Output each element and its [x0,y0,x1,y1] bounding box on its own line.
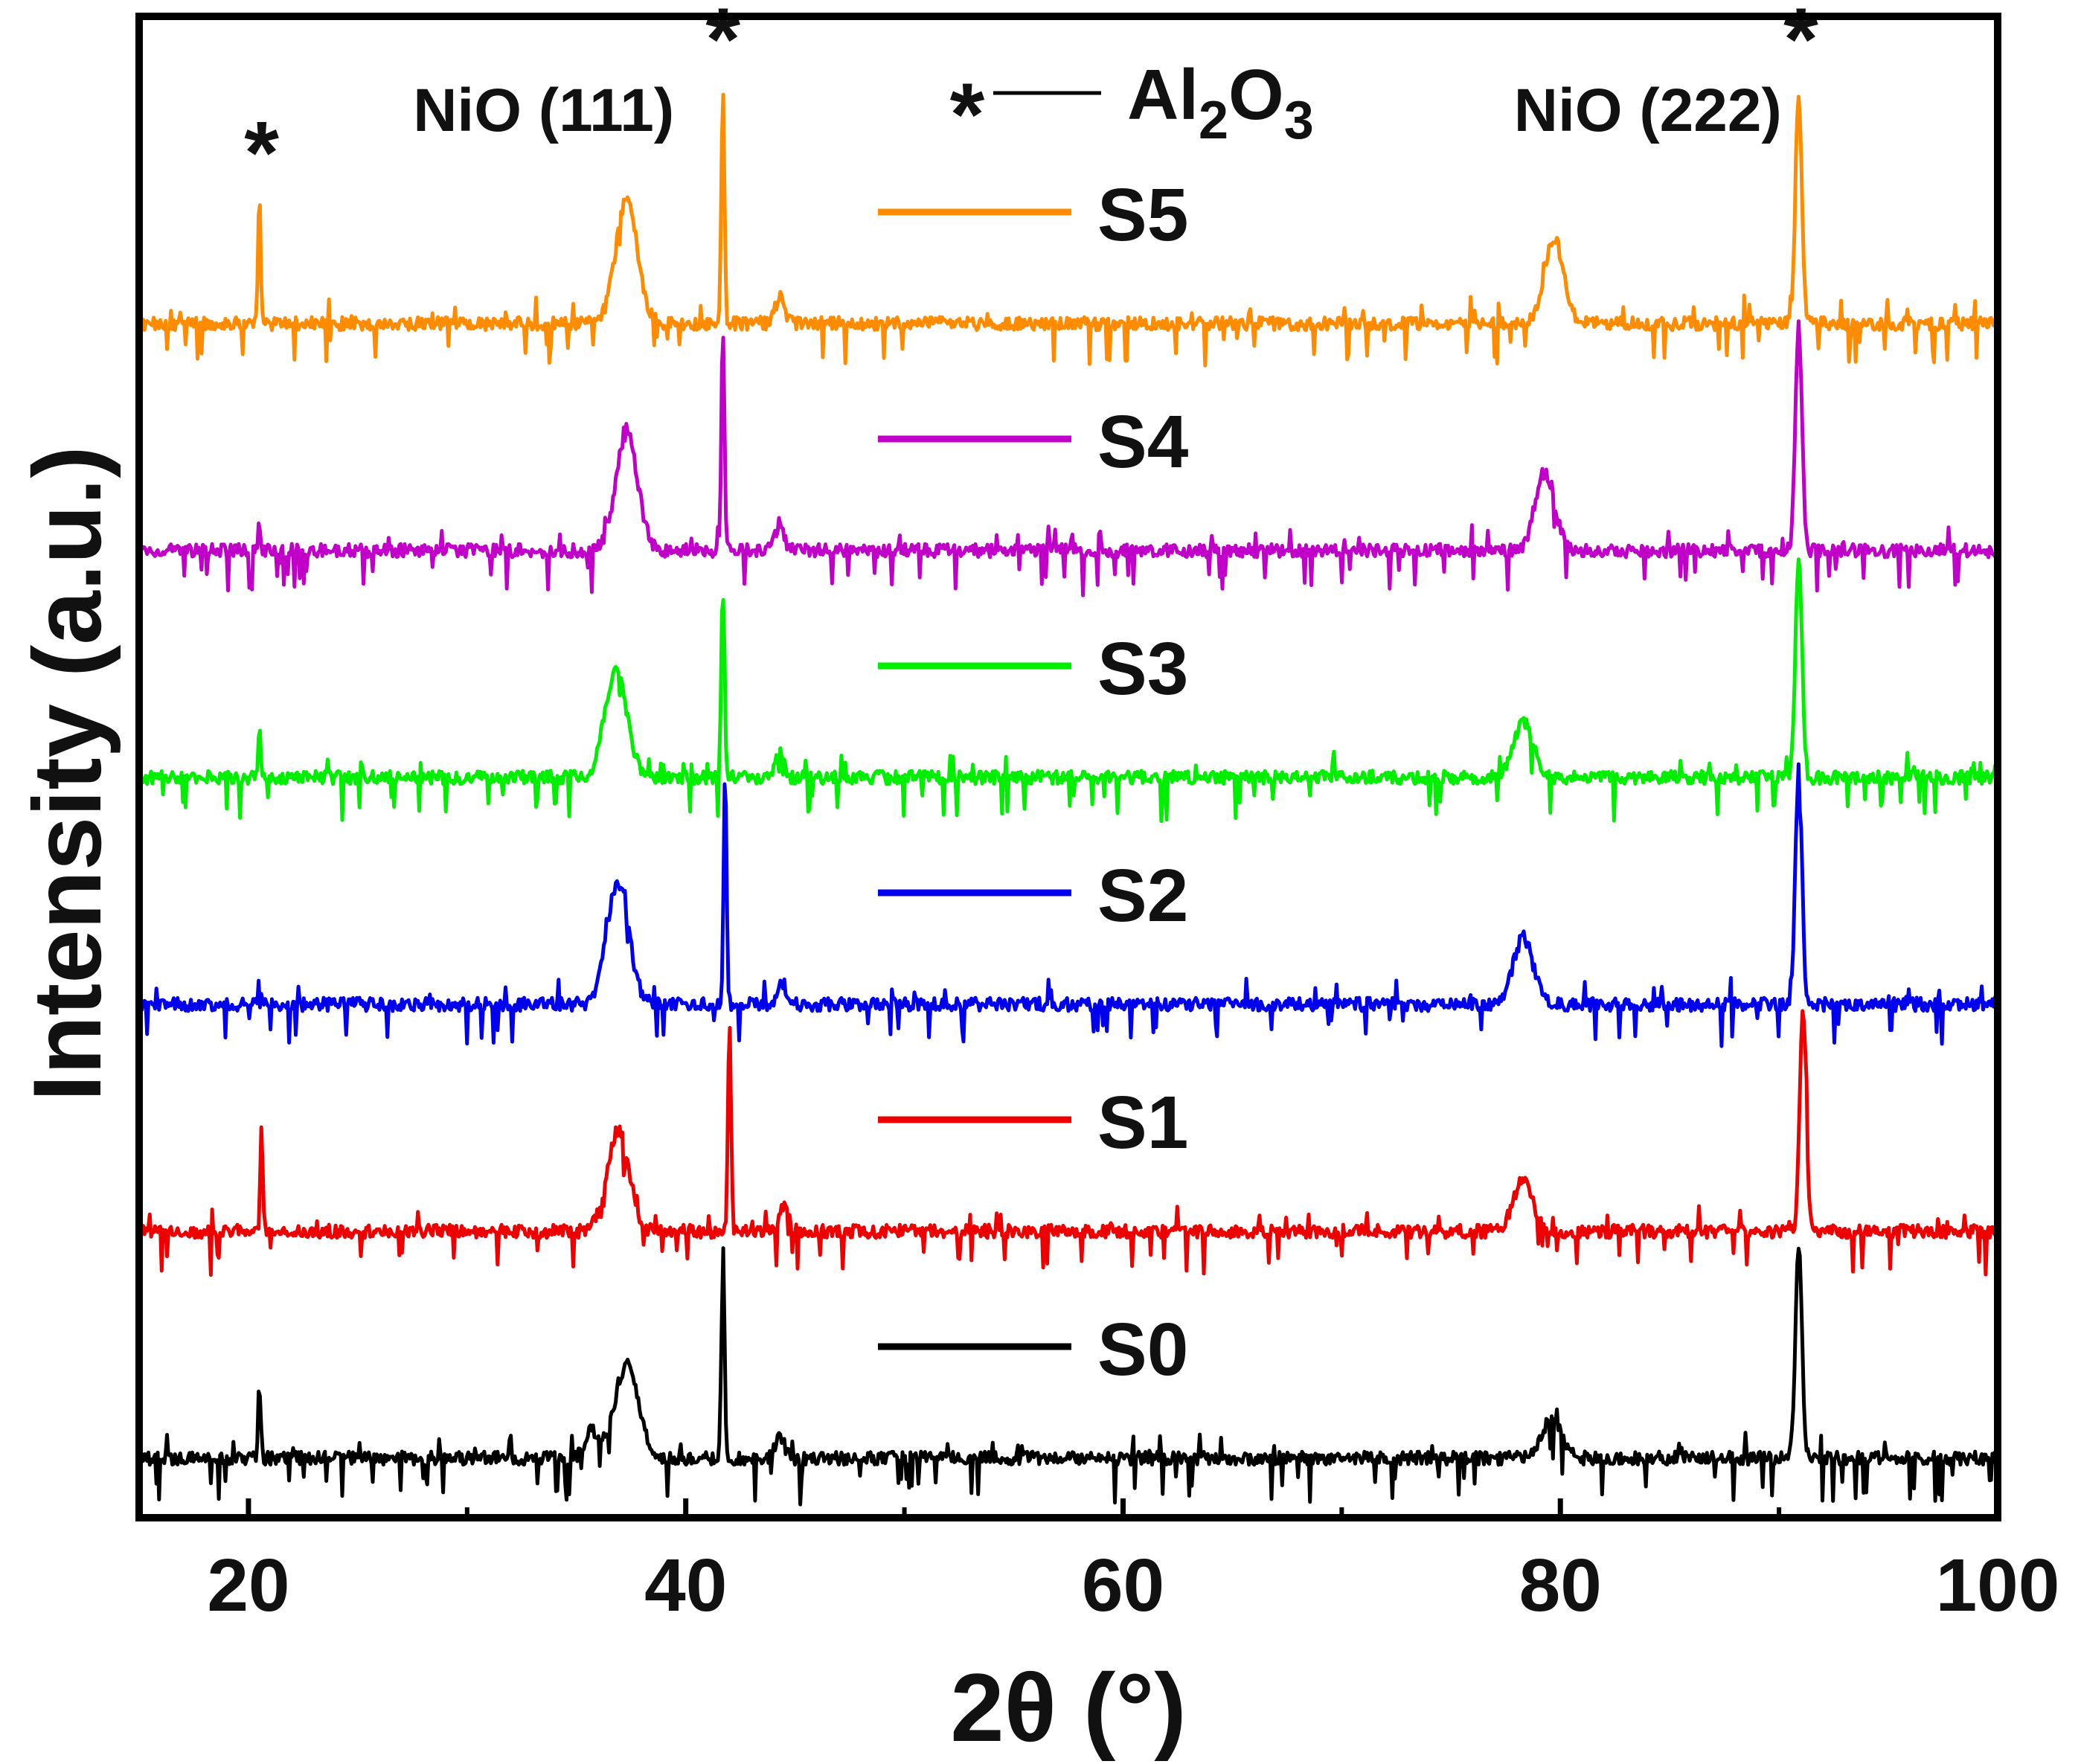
annotation-nio-222: NiO (222) [1514,77,1782,144]
marker-legend-asterisk: * [950,65,985,164]
x-tick-label: 20 [207,1544,289,1627]
series-line-s5 [137,92,2000,368]
al2o3-marker-asterisk: * [244,103,279,202]
legend-label-s1: S1 [1097,1081,1188,1164]
x-tick-label: 100 [1936,1544,2060,1627]
marker-legend-label-sub: 3 [1284,91,1314,150]
series-line-s3 [137,557,2000,824]
legend-label-s5: S5 [1097,173,1188,257]
annotations: NiO (111) NiO (222) * * * * Al2O3 [244,0,1818,202]
marker-legend-label-sub: 2 [1199,91,1228,150]
legend-label-s0: S0 [1097,1308,1188,1391]
annotation-nio-111: NiO (111) [413,77,674,144]
x-axis: 20 40 60 80 100 [207,1498,2059,1627]
series-line-s1 [137,1009,2000,1277]
series-line-s4 [138,319,2000,597]
legend-label-s3: S3 [1097,627,1188,711]
series-line-s0 [137,1246,2000,1507]
legend: S5 S4 S3 S2 S1 S0 [878,173,1189,1391]
legend-label-s4: S4 [1097,400,1189,484]
x-axis-label: 2θ (°) [950,1653,1186,1762]
y-axis-label: Intensity (a.u.) [13,446,121,1101]
x-tick-label: 40 [644,1544,727,1627]
series-line-s2 [137,762,2000,1048]
marker-legend-label-part: Al [1127,55,1199,135]
x-tick-label: 80 [1519,1544,1602,1627]
legend-label-s2: S2 [1097,854,1188,937]
marker-legend-label: Al2O3 [1127,55,1314,150]
series-layer [137,92,2000,1507]
x-tick-label: 60 [1082,1544,1164,1627]
plot-frame [135,13,2001,1521]
marker-legend-label-part: O [1228,55,1284,135]
